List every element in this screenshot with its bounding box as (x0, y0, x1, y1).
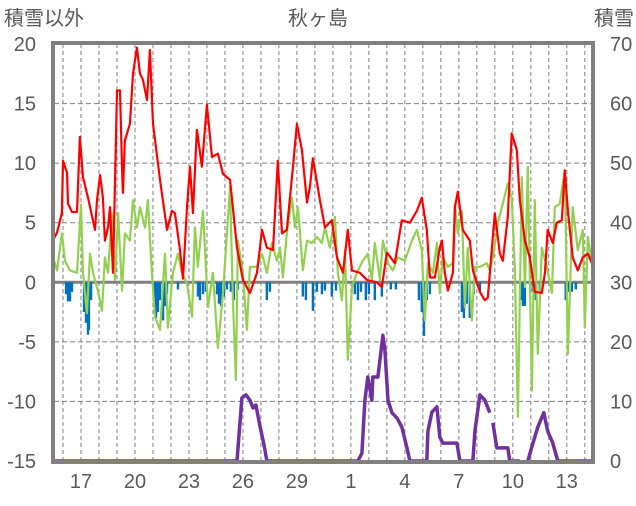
blue-bar (574, 282, 578, 290)
x-tick-label: 13 (556, 471, 578, 493)
blue-bar (196, 282, 200, 297)
blue-bar (367, 282, 371, 295)
blue-bar (225, 282, 229, 290)
blue-bar (420, 282, 423, 313)
blue-bar (334, 282, 338, 291)
blue-bar (428, 282, 432, 295)
blue-bar (68, 282, 72, 302)
blue-bar (156, 282, 160, 313)
y-left-tick-label: -5 (18, 332, 36, 354)
blue-bar (232, 282, 236, 301)
x-tick-label: 20 (124, 471, 146, 493)
blue-bar (70, 282, 74, 292)
blue-bar (201, 282, 205, 295)
y-left-tick-label: 10 (14, 153, 36, 175)
blue-bar (567, 282, 570, 292)
blue-bar (64, 282, 68, 295)
blue-bar (66, 282, 70, 302)
blue-bar (359, 282, 363, 292)
x-tick-label: 1 (345, 471, 356, 493)
y-right-tick-label: 0 (610, 451, 621, 473)
x-tick-label: 26 (232, 471, 254, 493)
blue-bar (389, 282, 393, 290)
blue-bar (323, 282, 327, 291)
blue-bar (198, 282, 202, 301)
y-left-tick-label: -10 (7, 391, 36, 413)
blue-bar (356, 282, 360, 301)
blue-bar (217, 282, 221, 304)
chart-title: 秋ヶ島 (288, 7, 348, 30)
blue-bar (219, 282, 223, 307)
y-right-tick-label: 70 (610, 34, 632, 56)
blue-bar (82, 282, 86, 313)
blue-bar (465, 282, 468, 304)
blue-bar (417, 282, 421, 301)
blue-bar (478, 282, 482, 292)
blue-bar (380, 282, 384, 297)
blue-bar (353, 282, 357, 295)
blue-bar (570, 282, 574, 292)
plot-border (51, 41, 595, 464)
x-tick-label: 10 (502, 471, 524, 493)
y-left-tick-label: -15 (7, 451, 36, 473)
blue-bar (304, 282, 308, 301)
blue-bar (311, 282, 315, 311)
y-right-tick-label: 50 (610, 153, 632, 175)
y-right-tick-label: 30 (610, 272, 632, 294)
blue-bar (523, 282, 527, 307)
blue-bars (64, 282, 578, 336)
blue-bar (521, 282, 525, 307)
x-tick-label: 17 (70, 471, 92, 493)
grid (54, 43, 592, 462)
blue-bar (301, 282, 305, 297)
x-tick-label: 4 (399, 471, 410, 493)
y-left-tick-label: 5 (25, 213, 36, 235)
blue-bar (564, 282, 567, 301)
y-right-tick-label: 40 (610, 213, 632, 235)
blue-bar (394, 282, 398, 290)
blue-bar (158, 282, 162, 301)
blue-bar (330, 282, 334, 297)
axis-labels: 秋ヶ島 積雪以外 積雪 20151050-5-10-15706050403020… (4, 7, 634, 493)
red-series-line (51, 46, 593, 302)
blue-bar (268, 282, 272, 292)
blue-bar (315, 282, 319, 292)
plot-frame (51, 41, 595, 464)
x-tick-label: 29 (286, 471, 308, 493)
blue-bar (320, 282, 324, 295)
y-right-tick-label: 10 (610, 391, 632, 413)
y-right-tick-label: 20 (610, 332, 632, 354)
blue-bar (89, 282, 93, 301)
blue-bar (161, 282, 165, 321)
y-left-tick-label: 20 (14, 34, 36, 56)
blue-bar (176, 282, 180, 290)
y-left-tick-label: 15 (14, 94, 36, 116)
x-tick-label: 23 (178, 471, 200, 493)
blue-bar (364, 282, 368, 301)
blue-bar (229, 282, 233, 292)
blue-bar (163, 282, 167, 307)
right-axis-label: 積雪 (594, 7, 634, 30)
blue-bar (373, 282, 377, 301)
y-right-tick-label: 60 (610, 94, 632, 116)
blue-bar (460, 282, 464, 313)
blue-bar (215, 282, 219, 295)
series-lines (51, 46, 593, 463)
blue-bar (87, 282, 91, 330)
blue-bar (265, 282, 269, 301)
y-left-tick-label: 0 (25, 272, 36, 294)
blue-bar (154, 282, 158, 319)
left-axis-label: 積雪以外 (4, 7, 84, 30)
x-tick-label: 7 (453, 471, 464, 493)
